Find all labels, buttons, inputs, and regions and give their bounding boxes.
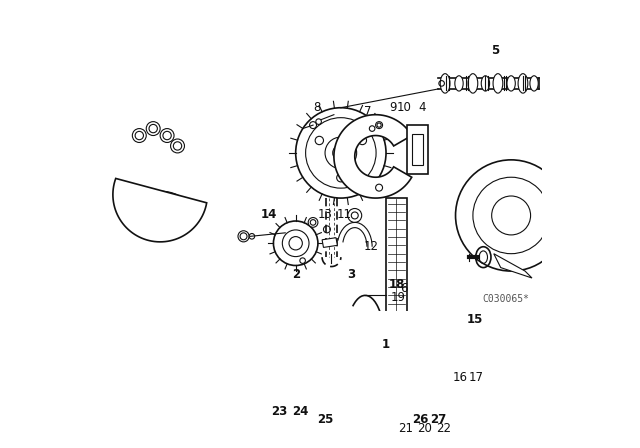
Ellipse shape [476,247,491,267]
Circle shape [296,401,300,405]
Polygon shape [113,178,207,242]
Text: 3: 3 [348,268,355,281]
Text: 2: 2 [292,268,300,281]
Text: 10: 10 [397,101,412,114]
Text: 21: 21 [398,422,413,435]
Text: 11: 11 [337,207,352,220]
Circle shape [132,129,147,142]
Text: 5: 5 [491,43,499,56]
Bar [407,125,428,174]
Ellipse shape [468,73,478,93]
Circle shape [147,121,160,136]
Polygon shape [493,254,532,278]
Ellipse shape [530,76,538,91]
Text: 9: 9 [389,101,397,114]
Circle shape [160,129,174,142]
Text: 18: 18 [388,279,404,292]
Text: 8: 8 [313,101,320,114]
Circle shape [300,258,305,263]
Circle shape [308,218,318,227]
Text: 4: 4 [419,101,426,114]
Text: C030065*: C030065* [483,294,530,304]
Polygon shape [334,115,412,198]
Ellipse shape [493,73,503,93]
Ellipse shape [518,73,528,93]
Text: 16: 16 [453,371,468,384]
Text: 12: 12 [364,240,378,253]
Text: 27: 27 [430,413,446,426]
Text: 13: 13 [317,207,332,220]
Circle shape [275,372,289,386]
Ellipse shape [507,76,515,91]
Text: 26: 26 [413,413,429,426]
Text: 7: 7 [364,105,372,118]
Text: 20: 20 [417,422,432,435]
Ellipse shape [481,76,490,91]
Circle shape [238,231,249,242]
Bar [386,198,407,320]
Text: 19: 19 [390,291,405,304]
Ellipse shape [561,177,579,254]
Polygon shape [322,238,337,247]
Text: 23: 23 [271,405,288,418]
Ellipse shape [455,76,463,91]
Text: 15: 15 [467,313,483,326]
Text: 22: 22 [436,422,451,435]
Text: 25: 25 [317,413,333,426]
Ellipse shape [440,73,450,93]
Bar [412,134,423,165]
Text: 14: 14 [261,207,278,220]
Text: 6: 6 [399,282,407,295]
Text: 24: 24 [292,405,308,418]
Text: 17: 17 [469,371,484,384]
Circle shape [171,139,184,153]
Text: 1: 1 [382,337,390,350]
